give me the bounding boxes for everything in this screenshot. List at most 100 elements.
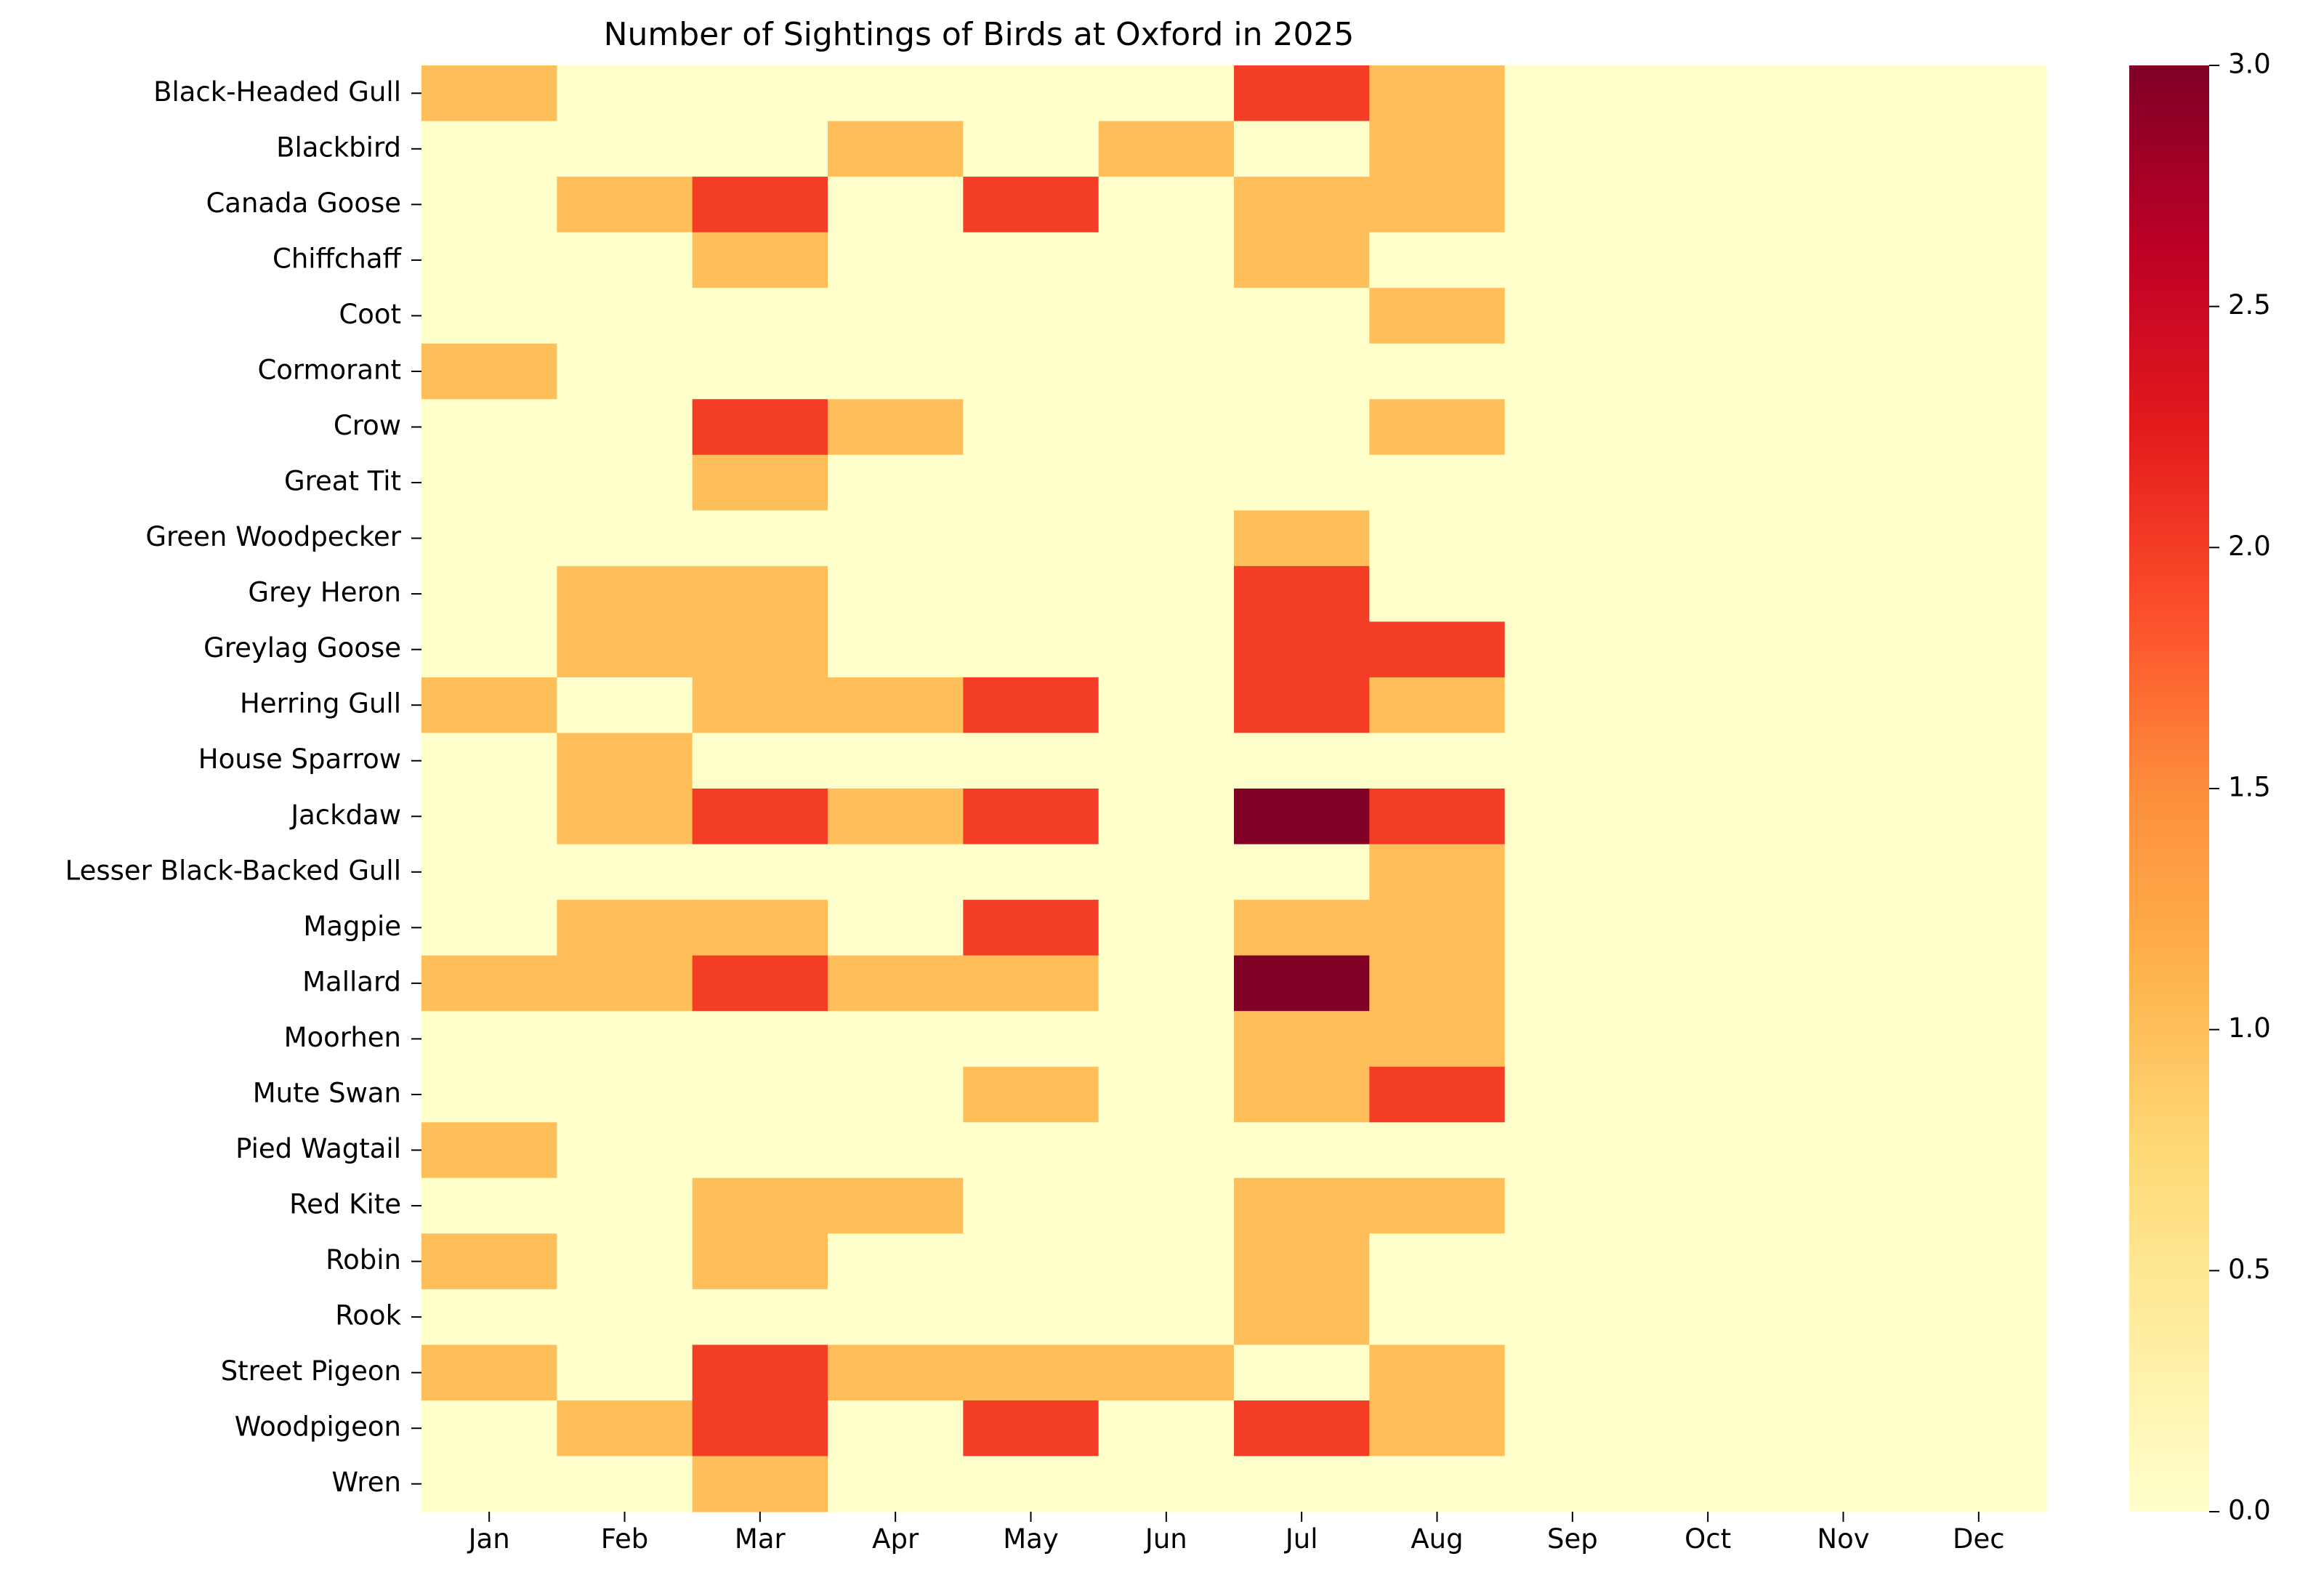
heatmap-cell xyxy=(1098,789,1235,845)
heatmap-cell xyxy=(963,1122,1099,1179)
heatmap-cell xyxy=(1640,399,1776,456)
heatmap-cell xyxy=(1234,65,1370,122)
heatmap-cell xyxy=(1504,399,1641,456)
heatmap-cell xyxy=(692,121,828,177)
heatmap-cell xyxy=(1234,1177,1370,1234)
heatmap-cell xyxy=(1098,1177,1235,1234)
heatmap-cell xyxy=(1640,1456,1776,1512)
heatmap-cell xyxy=(1504,621,1641,678)
heatmap-cell xyxy=(1098,955,1235,1012)
heatmap-cell xyxy=(1369,343,1506,400)
heatmap-cell xyxy=(1910,565,2047,622)
heatmap-cell xyxy=(692,288,828,344)
heatmap-cell xyxy=(1504,343,1641,400)
heatmap-cell xyxy=(1098,399,1235,456)
heatmap-cell xyxy=(1098,343,1235,400)
heatmap-cell xyxy=(1775,1177,1912,1234)
heatmap-cell xyxy=(421,1400,557,1457)
heatmap-cell xyxy=(828,955,964,1012)
heatmap-cell xyxy=(963,1233,1099,1290)
heatmap-cell xyxy=(1098,1233,1235,1290)
heatmap-cell xyxy=(557,1233,693,1290)
heatmap-cell xyxy=(1775,288,1912,344)
heatmap-cell xyxy=(557,454,693,511)
heatmap-cell xyxy=(828,1289,964,1345)
heatmap-cell xyxy=(1504,121,1641,177)
heatmap-cell xyxy=(828,1011,964,1068)
heatmap-cell xyxy=(1369,1011,1506,1068)
heatmap-cell xyxy=(1234,565,1370,622)
heatmap-cell xyxy=(1775,177,1912,233)
heatmap-cell xyxy=(1098,65,1235,122)
heatmap-cell xyxy=(692,65,828,122)
heatmap-cell xyxy=(1369,232,1506,289)
heatmap-cell xyxy=(828,121,964,177)
heatmap-cell xyxy=(421,1122,557,1179)
heatmap-cell xyxy=(1504,677,1641,734)
heatmap-cell xyxy=(557,844,693,900)
heatmap-cell xyxy=(1369,844,1506,900)
heatmap-cell xyxy=(1234,677,1370,734)
heatmap-cell xyxy=(421,1177,557,1234)
heatmap-cell xyxy=(1234,177,1370,233)
heatmap-cell xyxy=(1369,121,1506,177)
heatmap-cell xyxy=(1369,621,1506,678)
heatmap-cell xyxy=(1775,232,1912,289)
y-tick-label: Canada Goose xyxy=(206,188,401,219)
heatmap-cell xyxy=(1369,1177,1506,1234)
y-tick-label: Black-Headed Gull xyxy=(153,76,401,108)
heatmap-cell xyxy=(963,900,1099,956)
heatmap-cell xyxy=(1098,288,1235,344)
heatmap-cell xyxy=(1640,65,1776,122)
heatmap-cell xyxy=(1234,621,1370,678)
heatmap-cell xyxy=(1775,1122,1912,1179)
y-tick-label: Great Tit xyxy=(284,466,401,497)
heatmap-cell xyxy=(1640,900,1776,956)
heatmap-cell xyxy=(1234,1233,1370,1290)
heatmap-cell xyxy=(1234,733,1370,789)
heatmap-cell xyxy=(557,1456,693,1512)
heatmap-cell xyxy=(1910,844,2047,900)
y-tick-label: Chiffchaff xyxy=(273,243,403,274)
heatmap-cell xyxy=(1369,677,1506,734)
heatmap-cell xyxy=(1369,454,1506,511)
heatmap-cell xyxy=(963,789,1099,845)
heatmap-cell xyxy=(692,1289,828,1345)
heatmap-cell xyxy=(828,1345,964,1401)
heatmap-cell xyxy=(1775,121,1912,177)
heatmap-cell xyxy=(692,1233,828,1290)
heatmap-cell xyxy=(692,510,828,567)
heatmap-cell xyxy=(1369,399,1506,456)
heatmap-cell xyxy=(1775,343,1912,400)
heatmap-cell xyxy=(1640,1066,1776,1123)
heatmap-cell xyxy=(1098,733,1235,789)
heatmap-cell xyxy=(828,1456,964,1512)
heatmap-cell xyxy=(692,1345,828,1401)
heatmap-cell xyxy=(692,621,828,678)
heatmap-cell xyxy=(1775,1345,1912,1401)
heatmap-cell xyxy=(1504,1345,1641,1401)
heatmap-cell xyxy=(963,177,1099,233)
heatmap-cell xyxy=(1098,1456,1235,1512)
heatmap-cell xyxy=(1640,510,1776,567)
heatmap-cell xyxy=(1098,1289,1235,1345)
heatmap-cell xyxy=(421,733,557,789)
heatmap-cell xyxy=(1640,1289,1776,1345)
heatmap-cell xyxy=(1098,121,1235,177)
heatmap-cell xyxy=(963,232,1099,289)
heatmap-cell xyxy=(692,733,828,789)
y-tick-label: Moorhen xyxy=(284,1022,401,1053)
y-tick-label: Mallard xyxy=(302,966,401,997)
heatmap-cell xyxy=(557,399,693,456)
x-tick-label: Mar xyxy=(735,1523,786,1555)
heatmap-cell xyxy=(1098,1400,1235,1457)
y-tick-label: Magpie xyxy=(303,911,401,942)
heatmap-cell xyxy=(1369,65,1506,122)
heatmap-cell xyxy=(1775,677,1912,734)
heatmap-cell xyxy=(1775,1400,1912,1457)
heatmap-cell xyxy=(1504,844,1641,900)
y-tick-label: Street Pigeon xyxy=(221,1355,401,1387)
heatmap-cell xyxy=(1234,1400,1370,1457)
heatmap-cell xyxy=(692,677,828,734)
heatmap-cell xyxy=(963,343,1099,400)
